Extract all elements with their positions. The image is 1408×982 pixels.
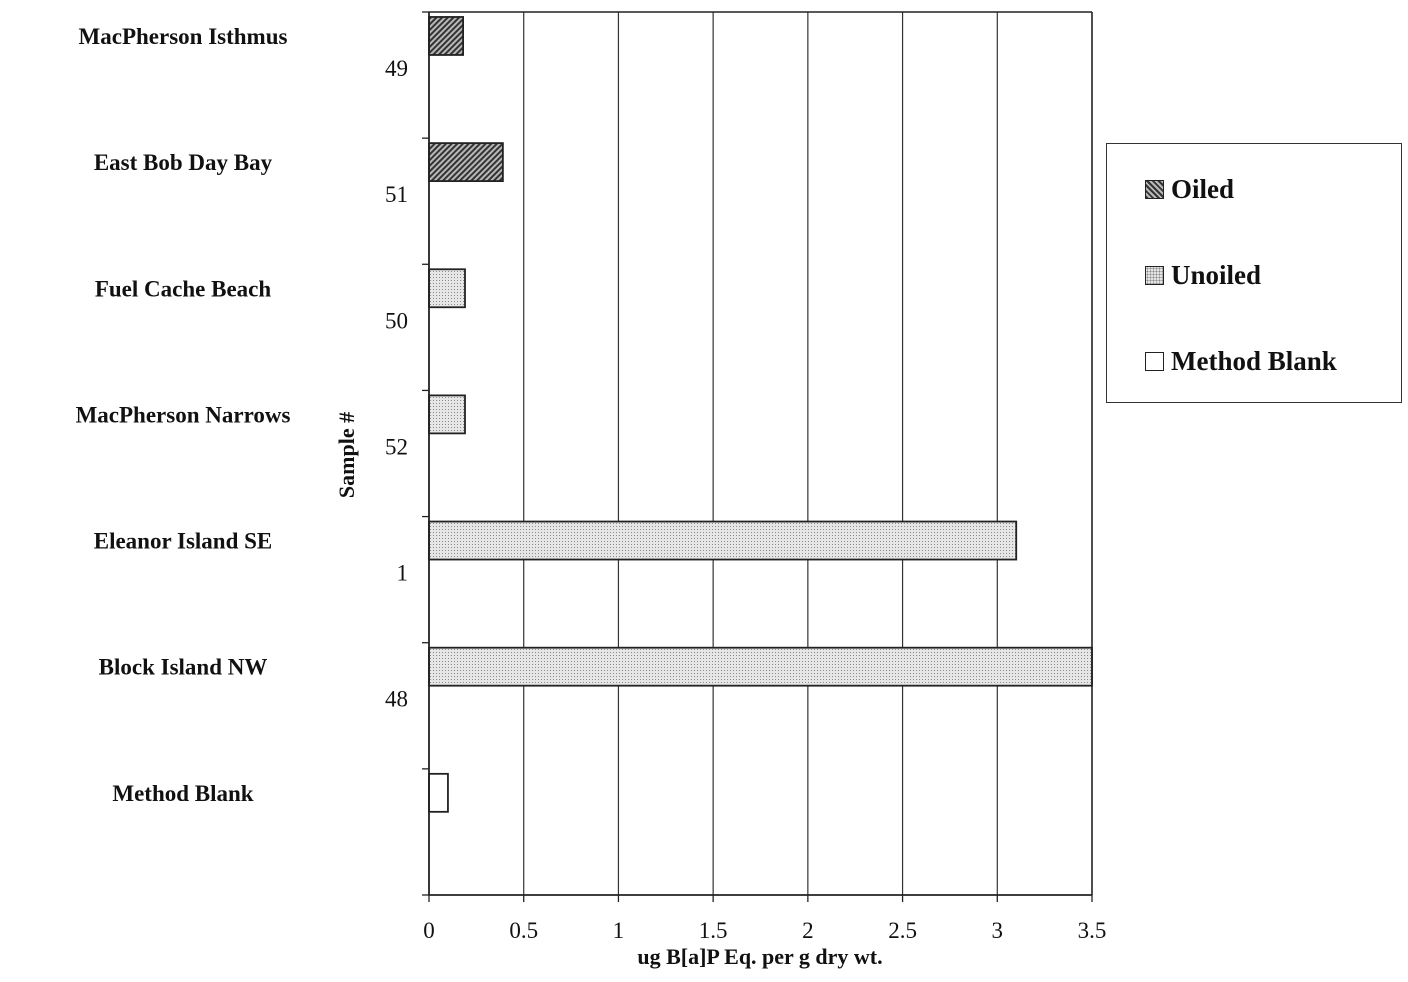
bar-unoiled	[428, 394, 466, 435]
sample-number-label: 51	[385, 182, 408, 207]
gridlines	[523, 12, 1093, 895]
x-tick-label: 2.5	[888, 918, 917, 943]
sample-number-label: 1	[397, 561, 409, 586]
oiled-swatch-icon	[1145, 180, 1164, 199]
site-label: Fuel Cache Beach	[95, 276, 272, 301]
legend-item-oiled: Oiled	[1145, 174, 1234, 205]
bar-unoiled	[428, 520, 1018, 561]
sample-number-label: 48	[385, 687, 408, 712]
bar-unoiled	[428, 268, 466, 309]
legend-label-unoiled: Unoiled	[1171, 260, 1262, 290]
x-tick-label: 0.5	[509, 918, 538, 943]
x-tick-label: 3	[992, 918, 1004, 943]
site-label: MacPherson Isthmus	[79, 24, 288, 49]
sample-number-label: 49	[385, 56, 408, 81]
legend-item-method-blank: Method Blank	[1145, 346, 1337, 377]
labels: 0 0.5 1 1.5 2 2.5 3 3.5 49 MacPherson Isthmus 51 Ea…	[76, 24, 1107, 943]
x-tick-label: 0	[423, 918, 435, 943]
legend: Oiled Unoiled Method Blank	[1106, 143, 1402, 403]
x-tick-label: 1	[613, 918, 625, 943]
y-axis-title: Sample #	[334, 412, 359, 498]
sample-number-label: 50	[385, 308, 408, 333]
x-tick-label: 2	[802, 918, 814, 943]
legend-item-unoiled: Unoiled	[1145, 260, 1261, 291]
legend-label-method-blank: Method Blank	[1171, 346, 1337, 376]
site-label: MacPherson Narrows	[76, 402, 291, 427]
bar-blank	[428, 772, 449, 813]
x-tick-label: 1.5	[699, 918, 728, 943]
bar-unoiled	[428, 646, 1093, 687]
legend-label-oiled: Oiled	[1171, 174, 1235, 204]
sample-number-label: 52	[385, 434, 408, 459]
bar-oiled	[428, 16, 464, 56]
method-blank-swatch-icon	[1145, 352, 1164, 371]
x-axis-title: ug B[a]P Eq. per g dry wt.	[637, 944, 882, 969]
bars	[428, 16, 1093, 813]
site-label: East Bob Day Bay	[94, 150, 273, 175]
unoiled-swatch-icon	[1145, 266, 1164, 285]
site-label: Eleanor Island SE	[94, 529, 273, 554]
site-label: Block Island NW	[99, 655, 268, 680]
site-label: Method Blank	[112, 781, 253, 806]
x-tick-label: 3.5	[1078, 918, 1107, 943]
bar-oiled	[428, 142, 504, 183]
axes	[422, 11, 1093, 902]
